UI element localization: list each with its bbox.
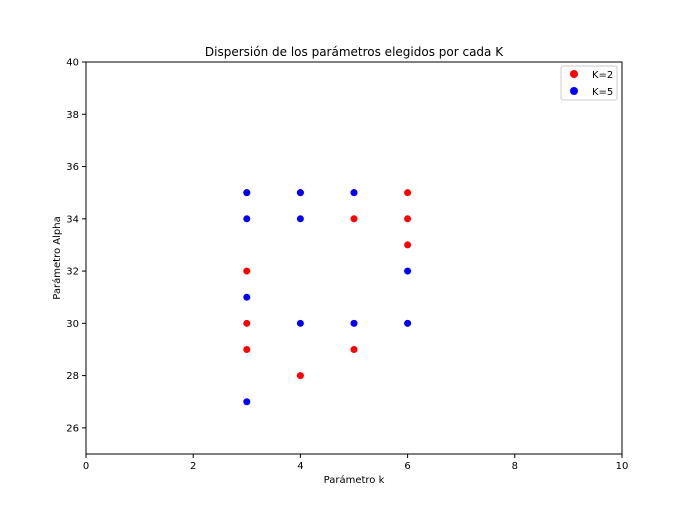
y-tick-label: 40 — [66, 58, 79, 69]
y-tick-label: 36 — [66, 162, 79, 173]
point-k2 — [296, 372, 304, 380]
point-k5 — [243, 398, 251, 406]
point-k2 — [404, 215, 412, 223]
legend-label-k5: K=5 — [592, 87, 613, 98]
y-axis-ticks: 26 28 30 32 34 36 38 40 — [66, 58, 86, 434]
point-k5 — [296, 189, 304, 197]
point-k2 — [243, 345, 251, 353]
x-tick-label: 6 — [404, 461, 410, 472]
point-k2 — [243, 319, 251, 327]
point-k2 — [404, 189, 412, 197]
point-k5 — [404, 319, 412, 327]
y-axis-label: Parámetro Alpha — [51, 216, 63, 299]
x-tick-label: 8 — [512, 461, 518, 472]
point-k5 — [404, 267, 412, 275]
legend-label-k2: K=2 — [592, 70, 613, 81]
plot-marks — [243, 189, 412, 406]
chart-title: Dispersión de los parámetros elegidos po… — [205, 45, 504, 59]
y-tick-label: 26 — [66, 423, 79, 434]
x-tick-label: 0 — [83, 461, 89, 472]
legend: K=2 K=5 — [560, 65, 618, 101]
legend-marker-k5 — [570, 87, 578, 95]
y-tick-label: 38 — [66, 110, 79, 121]
point-k2 — [243, 267, 251, 275]
point-k5 — [350, 319, 358, 327]
point-k2 — [350, 345, 358, 353]
point-k2 — [350, 215, 358, 223]
x-tick-label: 2 — [190, 461, 196, 472]
y-tick-label: 32 — [66, 267, 79, 278]
x-tick-label: 10 — [616, 461, 629, 472]
x-tick-label: 4 — [297, 461, 303, 472]
legend-marker-k2 — [570, 70, 578, 78]
point-k2 — [404, 241, 412, 249]
point-k5 — [243, 215, 251, 223]
point-k5 — [243, 293, 251, 301]
point-k5 — [350, 189, 358, 197]
point-k5 — [296, 215, 304, 223]
point-k5 — [296, 319, 304, 327]
y-tick-label: 28 — [66, 371, 79, 382]
plot-frame — [85, 61, 623, 455]
y-tick-label: 30 — [66, 319, 79, 330]
x-axis-ticks: 0 2 4 6 8 10 — [83, 454, 629, 472]
x-axis-label: Parámetro k — [324, 474, 385, 486]
point-k5 — [243, 189, 251, 197]
y-tick-label: 34 — [66, 214, 79, 225]
